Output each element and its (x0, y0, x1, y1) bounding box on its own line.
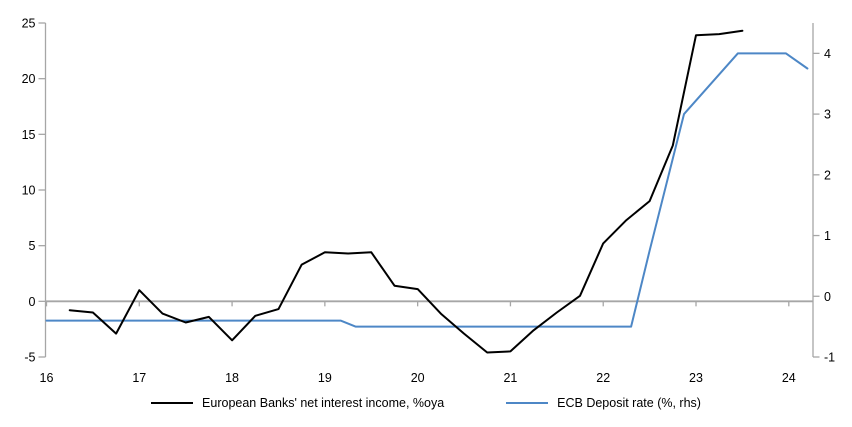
left-axis-tick-label: 10 (22, 184, 36, 198)
right-axis-tick-label: 0 (824, 290, 831, 304)
left-axis-tick-label: 25 (22, 17, 36, 31)
x-axis-tick-label: 19 (318, 371, 332, 385)
x-axis-tick-label: 22 (596, 371, 610, 385)
x-axis-tick-label: 18 (225, 371, 239, 385)
legend-line-sample-black (151, 402, 194, 404)
legend-item-ecb-deposit-rate: ECB Deposit rate (%, rhs) (506, 396, 701, 410)
left-axis-tick-label: -5 (24, 351, 35, 365)
x-axis-tick-label: 23 (689, 371, 703, 385)
series-line-ecb-deposit-rate (45, 52, 809, 328)
right-axis-tick-label: 1 (824, 229, 831, 243)
legend-item-net-interest-income: European Banks' net interest income, %oy… (151, 396, 444, 410)
right-axis-tick-label: 2 (824, 168, 831, 182)
legend-line-sample-blue (506, 402, 549, 404)
right-axis-tick-label: -1 (824, 351, 835, 365)
x-axis-tick-label: 20 (411, 371, 425, 385)
legend-label-ecb-deposit-rate: ECB Deposit rate (%, rhs) (557, 396, 701, 410)
right-axis-tick-label: 3 (824, 108, 831, 122)
left-axis-tick-label: 0 (29, 295, 36, 309)
x-axis-tick-label: 21 (503, 371, 517, 385)
left-axis-tick-label: 5 (29, 239, 36, 253)
left-axis-tick-label: 15 (22, 128, 36, 142)
series-line-net-interest-income (68, 29, 744, 354)
x-axis-tick-label: 24 (782, 371, 796, 385)
x-axis-tick-label: 17 (132, 371, 146, 385)
left-axis-tick-label: 20 (22, 72, 36, 86)
right-axis-tick-label: 4 (824, 47, 831, 61)
legend: European Banks' net interest income, %oy… (0, 396, 852, 410)
legend-label-net-interest-income: European Banks' net interest income, %oy… (202, 396, 445, 410)
x-axis-tick-label: 16 (40, 371, 54, 385)
